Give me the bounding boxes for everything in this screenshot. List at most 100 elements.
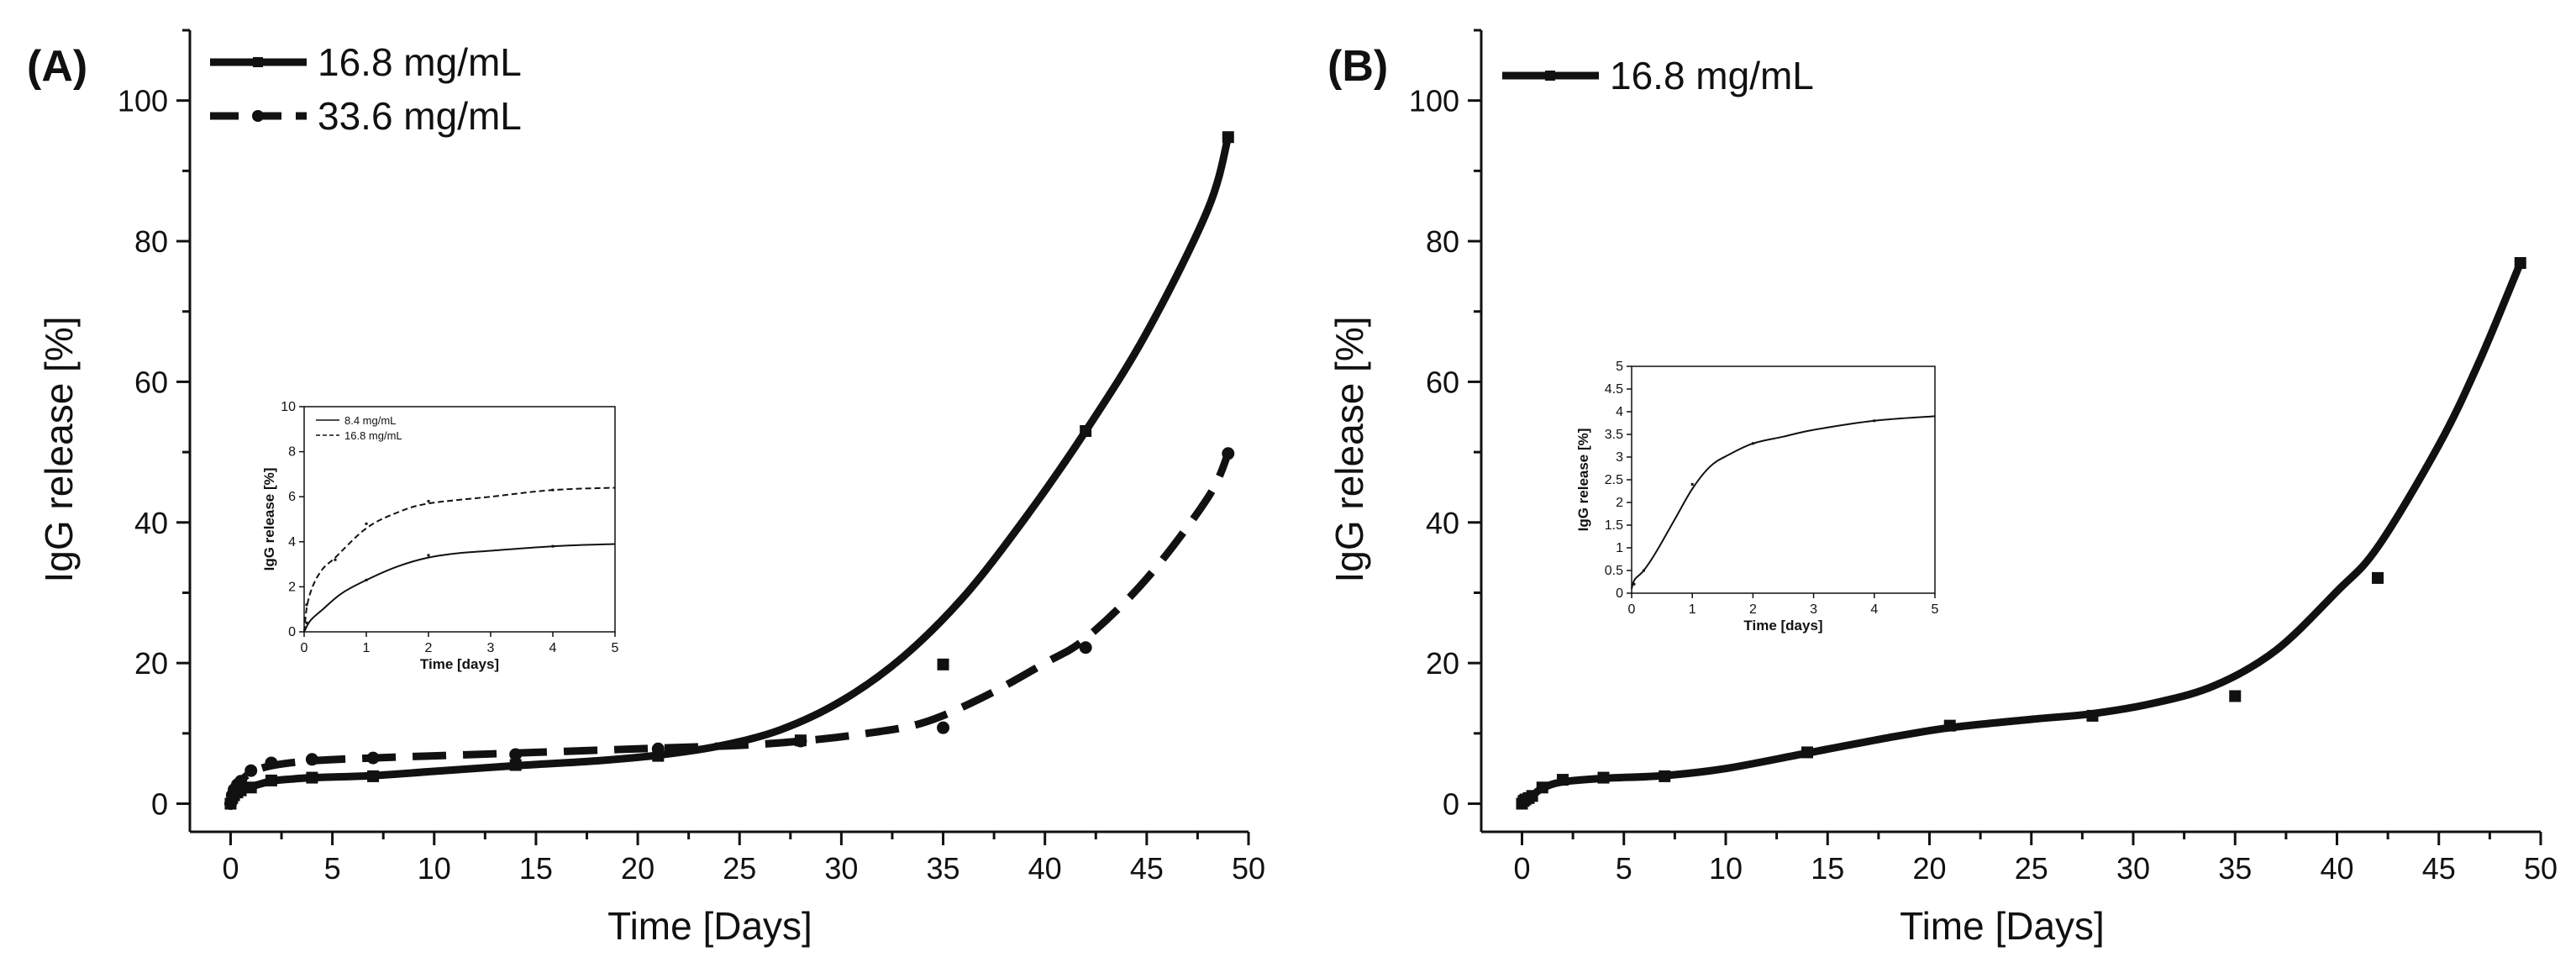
panel-b-inset: 0 1 2 3 4 5 0 0.5 1 1.5 2 2.5 3 3.5 4 4.5 5 Time [days] Ig… — [1575, 360, 1939, 634]
x-tick-label: 20 — [621, 851, 655, 886]
data-point-square — [1801, 746, 1813, 759]
y-tick-label: 100 — [1409, 84, 1459, 118]
inset-data-point — [427, 500, 430, 503]
inset-x-tick-label: 0 — [1628, 602, 1636, 617]
data-point-circle — [244, 764, 258, 777]
inset-y-tick-label: 2 — [288, 580, 296, 594]
inset-y-tick-label: 6 — [288, 490, 296, 504]
legend-entry-1: 16.8 mg/mL — [1502, 54, 1814, 97]
data-point-square — [1526, 790, 1538, 802]
data-point-circle — [509, 748, 523, 761]
inset-legend-label: 8.4 mg/mL — [344, 414, 396, 427]
inset-y-tick-label: 2.5 — [1605, 473, 1623, 487]
x-tick-label: 15 — [1811, 851, 1844, 886]
inset-x-tick-label: 5 — [612, 641, 619, 655]
data-point-circle — [937, 721, 950, 734]
x-tick-label: 5 — [324, 851, 341, 886]
inset-x-tick-label: 2 — [1749, 602, 1757, 617]
inset-y-tick-label: 1 — [1616, 541, 1623, 555]
inset-data-point — [365, 578, 368, 581]
panel-b-legend: 16.8 mg/mL — [1502, 54, 1814, 97]
data-point-square — [1080, 425, 1092, 437]
data-point-square — [265, 774, 277, 786]
legend-entry-1: 16.8 mg/mL — [210, 40, 522, 84]
x-axis-title: Time [Days] — [607, 904, 812, 948]
data-point-square — [937, 658, 949, 670]
y-tick-label: 80 — [1426, 224, 1459, 259]
series-line-2 — [227, 451, 1232, 805]
legend-marker-square — [253, 57, 263, 67]
inset-series-line-2 — [303, 486, 616, 633]
inset-data-point — [365, 522, 368, 525]
series-line-1 — [227, 135, 1233, 806]
inset-data-point — [1873, 419, 1876, 423]
data-point-square — [2229, 690, 2242, 702]
inset-data-point — [334, 558, 337, 561]
inset-y-tick-label: 2 — [1616, 496, 1623, 510]
data-point-square — [509, 759, 522, 771]
data-point-square — [1659, 770, 1671, 782]
inset-data-point — [1642, 569, 1645, 572]
inset-data-point — [305, 603, 308, 607]
data-point-square — [1597, 771, 1610, 784]
legend-marker-square — [1545, 71, 1555, 81]
inset-data-point — [1632, 582, 1636, 586]
inset-series-line-1 — [303, 543, 616, 633]
y-axis-title: IgG release [%] — [37, 316, 81, 582]
data-point-circle — [1079, 641, 1092, 655]
inset-x-tick-label: 5 — [1932, 602, 1939, 617]
legend-label: 16.8 mg/mL — [318, 40, 522, 84]
y-tick-label: 20 — [134, 646, 168, 681]
data-point-square — [1557, 774, 1569, 786]
y-tick-label: 0 — [1443, 787, 1459, 822]
data-point-square — [306, 771, 318, 784]
x-tick-label: 40 — [1028, 851, 1062, 886]
x-tick-label: 50 — [1232, 851, 1265, 886]
x-tick-label: 0 — [1513, 851, 1530, 886]
data-point-square — [1943, 719, 1956, 732]
data-point-square — [244, 781, 257, 794]
inset-x-tick-label: 3 — [487, 641, 495, 655]
x-tick-label: 50 — [2524, 851, 2558, 886]
x-tick-label: 20 — [1912, 851, 1946, 886]
data-point-circle — [1222, 447, 1235, 460]
inset-x-tick-label: 1 — [363, 641, 371, 655]
inset-x-title: Time [days] — [420, 656, 499, 672]
y-tick-label: 60 — [1426, 365, 1459, 399]
data-point-square — [2372, 571, 2384, 584]
legend-entry-2: 33.6 mg/mL — [210, 94, 522, 138]
inset-x-tick-label: 0 — [301, 641, 308, 655]
data-point-square — [2514, 256, 2526, 269]
inset-y-tick-label: 3 — [1616, 450, 1623, 465]
x-tick-label: 10 — [1709, 851, 1743, 886]
data-point-circle — [794, 734, 807, 748]
y-tick-label: 0 — [151, 787, 168, 822]
panel-a-series — [223, 131, 1235, 811]
inset-x-tick-label: 1 — [1689, 602, 1696, 617]
legend-label: 33.6 mg/mL — [318, 94, 522, 138]
inset-y-tick-label: 1.5 — [1605, 518, 1623, 533]
x-tick-label: 35 — [2218, 851, 2252, 886]
inset-frame — [1631, 365, 1936, 594]
x-tick-label: 40 — [2320, 851, 2353, 886]
panel-a-legend: 16.8 mg/mL 33.6 mg/mL — [210, 40, 522, 138]
x-tick-label: 30 — [824, 851, 858, 886]
x-tick-label: 10 — [418, 851, 451, 886]
legend-marker-circle — [252, 110, 264, 122]
x-tick-label: 35 — [927, 851, 960, 886]
x-tick-label: 25 — [2015, 851, 2048, 886]
inset-y-tick-label: 0.5 — [1605, 564, 1623, 578]
inset-y-tick-label: 5 — [1616, 360, 1623, 374]
data-point-circle — [366, 751, 380, 765]
x-tick-label: 15 — [519, 851, 553, 886]
inset-y-tick-label: 4.5 — [1605, 382, 1623, 397]
inset-x-tick-label: 3 — [1810, 602, 1817, 617]
panel-b-label: (B) — [1327, 42, 1388, 91]
inset-y-tick-label: 10 — [281, 400, 296, 414]
y-tick-label: 60 — [134, 365, 168, 399]
y-tick-label: 100 — [118, 84, 168, 118]
